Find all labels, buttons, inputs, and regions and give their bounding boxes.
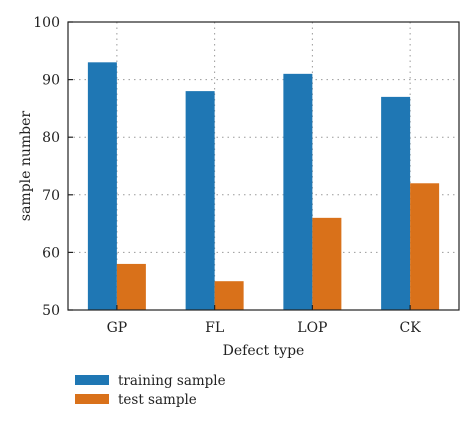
y-tick-label: 80 [42,130,60,146]
x-tick-label: FL [205,320,224,336]
x-tick-label: CK [400,320,422,336]
bar-training-sample-FL [185,91,215,311]
bar-test-sample-GP [116,263,146,310]
y-tick-label: 50 [42,303,60,319]
bar-test-sample-CK [410,183,440,310]
y-tick-label: 70 [42,188,60,204]
axis-ticks: 50 60 70 80 90 100 GP FL LOP CK [33,15,421,336]
y-tick-label: 90 [42,73,60,89]
bar-training-sample-LOP [283,73,313,310]
y-tick-label: 60 [42,245,60,261]
bar-test-sample-LOP [312,217,342,310]
legend-swatch [75,375,109,385]
x-axis-label: Defect type [223,343,305,359]
legend-swatch [75,394,109,404]
bar-training-sample-GP [87,62,117,310]
legend-label: test sample [118,392,197,408]
y-axis-label: sample number [18,111,34,222]
plot-frame [67,21,460,311]
x-tick-label: LOP [297,320,327,336]
bars [87,62,440,311]
bar-test-sample-FL [214,281,244,310]
y-tick-label: 100 [33,15,60,31]
legend: training sample test sample [75,373,226,408]
legend-label: training sample [118,373,226,389]
x-tick-label: GP [107,320,128,336]
bar-training-sample-CK [381,96,411,310]
